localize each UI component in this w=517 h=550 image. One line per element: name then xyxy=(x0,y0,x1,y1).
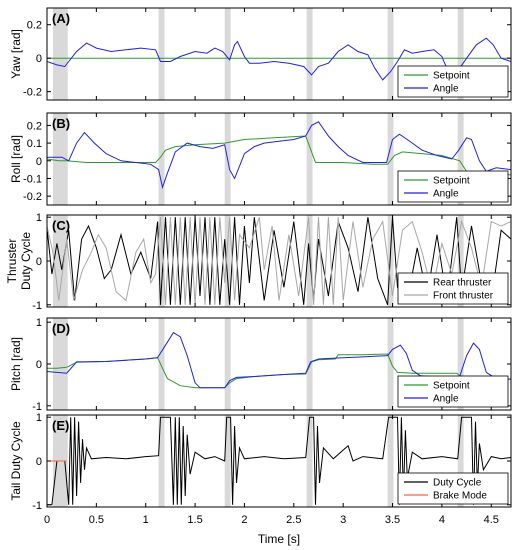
legend-box xyxy=(397,170,509,203)
legend-box xyxy=(397,65,509,98)
shaded-interval xyxy=(457,415,464,507)
y-tick-label: 1 xyxy=(36,212,42,224)
shaded-interval xyxy=(224,8,231,100)
y-tick-label: 0 xyxy=(36,53,42,65)
legend-label: Angle xyxy=(433,189,459,200)
shaded-interval xyxy=(457,8,464,100)
shaded-interval xyxy=(387,415,394,507)
legend: Rear thruster Front thruster xyxy=(397,272,509,305)
legend-box xyxy=(397,375,509,408)
x-tick-label: 2 xyxy=(241,514,247,526)
x-tick-label: 4.5 xyxy=(484,514,499,526)
legend-box xyxy=(397,472,509,505)
shaded-interval xyxy=(457,318,464,410)
shaded-interval xyxy=(457,215,464,307)
y-tick-label: -1 xyxy=(32,300,42,312)
shaded-interval xyxy=(52,318,68,410)
series-line xyxy=(47,37,511,81)
series-line xyxy=(47,135,511,176)
panel-label: (E) xyxy=(52,418,69,433)
shaded-interval xyxy=(158,318,165,410)
legend-label: Setpoint xyxy=(433,176,470,187)
x-tick-label: 1.5 xyxy=(187,514,202,526)
y-tick-label: 0.2 xyxy=(27,120,42,132)
panel-b: -0.2 -0.1 0 0.1 0.2 (B) Roll [rad] Setpoint Angl… xyxy=(9,112,512,206)
panel-d: -1 0 1 (D) Pitch [rad] Setpoint Angle xyxy=(9,317,512,413)
y-tick-label: 1 xyxy=(36,317,42,329)
y-tick-label: -0.2 xyxy=(23,191,42,203)
y-tick-label: 0.2 xyxy=(27,20,42,32)
legend-label: Rear thruster xyxy=(433,278,492,289)
y-tick-label: 0 xyxy=(36,256,42,268)
x-tick-label: 2.5 xyxy=(286,514,301,526)
y-axis-label: Pitch [rad] xyxy=(9,337,23,391)
y-tick-label: 0 xyxy=(36,359,42,371)
shaded-interval xyxy=(387,215,394,307)
y-axis-label: Yaw [rad] xyxy=(9,29,23,79)
legend: Setpoint Angle xyxy=(397,65,509,98)
shaded-interval xyxy=(224,215,231,307)
x-tick-label: 0.5 xyxy=(89,514,104,526)
shaded-interval xyxy=(52,8,68,100)
shaded-interval xyxy=(224,415,231,507)
legend-label: Duty Cycle xyxy=(433,478,482,489)
x-tick-label: 4 xyxy=(439,514,445,526)
y-tick-label: 1 xyxy=(36,412,42,424)
legend-label: Front thruster xyxy=(433,291,494,302)
y-tick-label: 0.1 xyxy=(27,138,42,150)
shaded-interval xyxy=(224,318,231,410)
shaded-interval xyxy=(387,318,394,410)
y-tick-label: -1 xyxy=(32,500,42,512)
y-tick-label: -1 xyxy=(32,401,42,413)
x-axis-label: Time [s] xyxy=(258,532,300,546)
series-line xyxy=(47,416,511,506)
legend-label: Angle xyxy=(433,394,459,405)
legend-label: Setpoint xyxy=(433,381,470,392)
legend: Setpoint Angle xyxy=(397,170,509,203)
x-tick-label: 3.5 xyxy=(385,514,400,526)
series-line xyxy=(47,121,511,190)
panel-label: (A) xyxy=(52,11,70,26)
plot-frame xyxy=(46,112,512,206)
x-axis: 0 0.5 1 1.5 2 2.5 3 3.5 4 4.5 Time [s] xyxy=(44,514,499,546)
panel-e: -1 0 1 (E) Tail Duty Cycle Duty Cycle Brake Mo… xyxy=(9,412,512,512)
shaded-interval xyxy=(457,113,464,205)
shaded-interval xyxy=(306,415,313,507)
panel-label: (C) xyxy=(52,218,70,233)
legend-label: Angle xyxy=(433,84,459,95)
plot-frame xyxy=(46,7,512,101)
shaded-interval xyxy=(158,215,165,307)
x-tick-label: 3 xyxy=(340,514,346,526)
panel-a: -0.2 0 0.2 (A) Yaw [rad] Setpoint Angle xyxy=(9,7,512,101)
shaded-interval xyxy=(158,415,165,507)
y-axis-label: Roll [rad] xyxy=(9,135,23,183)
panel-c: -1 0 1 (C) Thruster Duty Cycle Rear thruster Fr… xyxy=(5,212,512,312)
series-line xyxy=(47,217,511,305)
y-axis-label: Duty Cycle xyxy=(19,232,33,290)
y-axis-label: Tail Duty Cycle xyxy=(9,421,23,501)
legend-box xyxy=(397,272,509,305)
shaded-interval xyxy=(306,113,313,205)
y-tick-label: 0 xyxy=(36,156,42,168)
shaded-interval xyxy=(306,8,313,100)
shaded-interval xyxy=(387,8,394,100)
shaded-interval xyxy=(387,113,394,205)
y-tick-label: -0.2 xyxy=(23,87,42,99)
legend-label: Setpoint xyxy=(433,71,470,82)
y-axis-label: Thruster xyxy=(5,239,19,284)
shaded-interval xyxy=(306,215,313,307)
legend: Setpoint Angle xyxy=(397,375,509,408)
panel-label: (D) xyxy=(52,321,70,336)
panel-label: (B) xyxy=(52,116,70,131)
shaded-interval xyxy=(52,113,68,205)
x-tick-label: 0 xyxy=(44,514,50,526)
x-tick-label: 1 xyxy=(143,514,149,526)
y-tick-label: -0.1 xyxy=(23,173,42,185)
y-tick-label: 0 xyxy=(36,456,42,468)
shaded-interval xyxy=(158,8,165,100)
legend: Duty Cycle Brake Mode xyxy=(397,472,509,505)
legend-label: Brake Mode xyxy=(433,491,487,502)
shaded-interval xyxy=(158,113,165,205)
